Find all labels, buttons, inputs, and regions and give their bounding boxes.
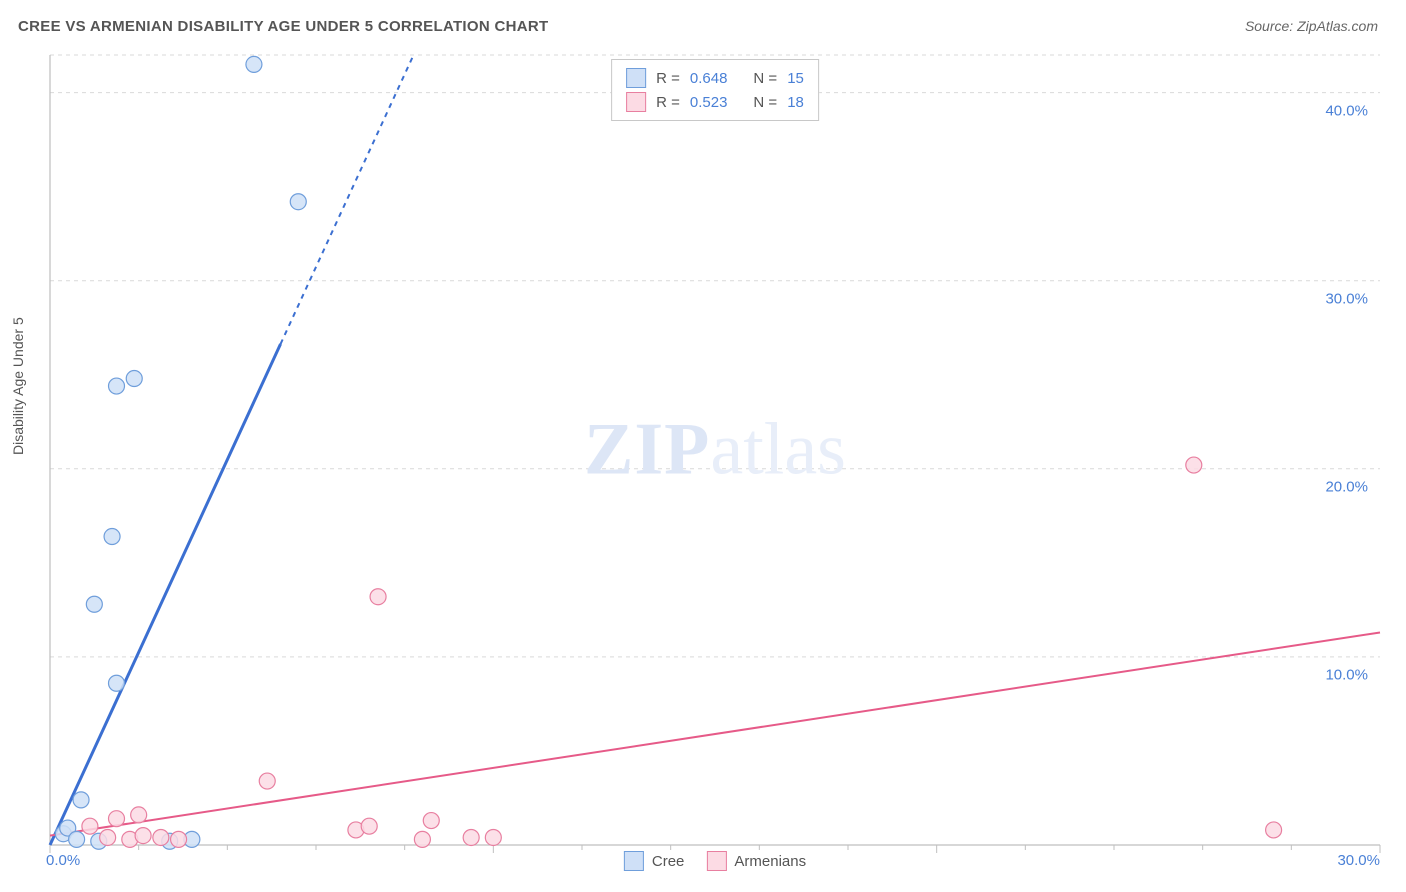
legend-item-cree: Cree <box>624 851 685 871</box>
chart-title: CREE VS ARMENIAN DISABILITY AGE UNDER 5 … <box>18 18 548 35</box>
legend-row-armenians: R = 0.523 N = 18 <box>626 90 804 114</box>
source-name: ZipAtlas.com <box>1297 18 1378 34</box>
y-tick-label: 30.0% <box>1325 290 1368 307</box>
legend-row-cree: R = 0.648 N = 15 <box>626 66 804 90</box>
r-prefix: R = <box>656 70 680 87</box>
legend-label-armenians: Armenians <box>734 853 806 870</box>
correlation-legend: R = 0.648 N = 15 R = 0.523 N = 18 <box>611 59 819 121</box>
source-attribution: Source: ZipAtlas.com <box>1245 18 1378 34</box>
swatch-armenians <box>626 92 646 112</box>
y-tick-label: 40.0% <box>1325 102 1368 119</box>
swatch-armenians <box>706 851 726 871</box>
n-prefix: N = <box>753 70 777 87</box>
y-tick-label: 10.0% <box>1325 666 1368 683</box>
swatch-cree <box>626 68 646 88</box>
n-value-armenians: 18 <box>787 94 804 111</box>
r-prefix: R = <box>656 94 680 111</box>
y-axis-label: Disability Age Under 5 <box>10 317 26 455</box>
legend-item-armenians: Armenians <box>706 851 806 871</box>
x-tick-label: 0.0% <box>46 852 80 869</box>
legend-label-cree: Cree <box>652 853 685 870</box>
series-legend: Cree Armenians <box>624 851 806 871</box>
swatch-cree <box>624 851 644 871</box>
r-value-cree: 0.648 <box>690 70 728 87</box>
x-tick-label: 30.0% <box>1337 852 1380 869</box>
y-tick-label: 20.0% <box>1325 478 1368 495</box>
plot-area: ZIPatlas R = 0.648 N = 15 R = 0.523 N = … <box>50 55 1380 845</box>
n-value-cree: 15 <box>787 70 804 87</box>
r-value-armenians: 0.523 <box>690 94 728 111</box>
chart-container: CREE VS ARMENIAN DISABILITY AGE UNDER 5 … <box>0 0 1406 892</box>
n-prefix: N = <box>753 94 777 111</box>
plot-svg <box>50 55 1380 845</box>
source-label: Source: <box>1245 18 1293 34</box>
